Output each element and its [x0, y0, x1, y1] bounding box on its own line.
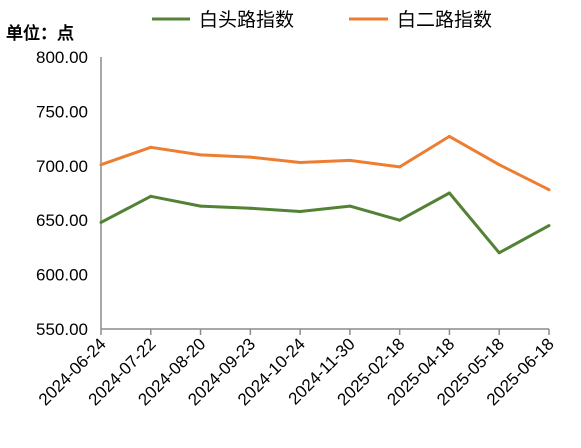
unit-label: 单位：点: [6, 23, 74, 44]
series-0-point: [348, 204, 352, 208]
series-0-point: [248, 206, 252, 210]
series-1-point: [149, 145, 153, 149]
y-tick-label: 800.00: [36, 48, 88, 67]
legend-label-baier: 白二路指数: [397, 9, 492, 31]
y-tick-label: 700.00: [36, 157, 88, 176]
series-1-point: [398, 165, 402, 169]
series-0-point: [298, 210, 302, 213]
legend: 白头路指数 白二路指数: [152, 9, 492, 31]
series-1-point: [199, 153, 203, 157]
legend-label-baitou: 白头路指数: [199, 9, 294, 31]
series-lines: [99, 134, 551, 255]
series-0-point: [199, 204, 203, 208]
series-1-point: [248, 155, 252, 159]
x-tick-labels: 2024-06-242024-07-222024-08-202024-09-23…: [35, 334, 558, 409]
series-0-point: [398, 218, 402, 222]
y-tick-label: 550.00: [36, 320, 88, 339]
series-1-point: [298, 161, 302, 164]
y-tick-label: 650.00: [36, 211, 88, 230]
series-1-point: [547, 188, 551, 192]
series-1-point: [99, 163, 103, 167]
series-1-point: [447, 134, 451, 138]
x-tick-marks: [100, 329, 550, 335]
y-tick-label: 600.00: [36, 266, 88, 285]
series-0-point: [497, 251, 501, 255]
series-1-point: [348, 158, 352, 162]
series-1-point: [497, 163, 501, 167]
series-0-point: [149, 194, 153, 198]
y-tick-labels: 550.00 600.00 650.00 700.00 750.00 800.00: [36, 48, 88, 339]
series-0-point: [547, 224, 551, 228]
series-line-0: [100, 191, 550, 255]
y-tick-label: 750.00: [36, 102, 88, 121]
series-line-1: [100, 134, 550, 192]
series-0-point: [99, 220, 103, 224]
series-0-point: [447, 191, 451, 195]
